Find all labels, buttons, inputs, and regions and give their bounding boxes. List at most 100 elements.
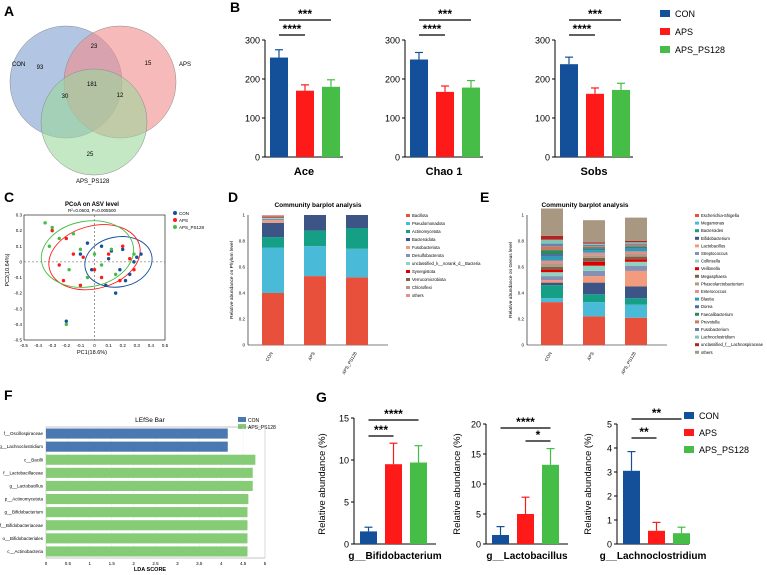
phylum-legend-swatch [406,214,410,217]
genus-segment [625,270,647,287]
genus-segment [625,254,647,257]
phylum-segment [262,217,284,219]
pcoa-point-con [121,247,125,252]
pcoa-point-con [128,272,132,277]
genus-segment [583,265,605,271]
genus-segment [625,247,647,249]
lefse-bar [46,454,256,465]
pcoa-point-con [78,252,83,256]
pcoa-point-aps [118,278,122,283]
genus-segment [583,250,605,253]
alpha-chao1-ytick-label: 300 [385,36,400,46]
pcoa-ytick-label: -0.1 [14,275,22,280]
chart-marks: 0100200300*******Ace0100200300*******Cha… [0,7,764,566]
alpha-chao1-bar [436,91,454,157]
abundance-bifido-sig-label: *** [374,423,388,437]
genus-segment [583,244,605,247]
pcoa-point-ps128 [92,252,97,256]
genus-legend-swatch [695,290,699,293]
genus-segment [583,282,605,295]
phylum-legend-label: Verrucomicrobiota [412,277,446,282]
g-ylabel-1: Relative abundance (%) [317,433,328,534]
pcoa-point-con [99,244,104,248]
phylum-legend-label: Actinomycetota [412,229,441,234]
abundance-bifido-title: g__Bifidobacterium [348,551,441,562]
genus-legend-label: Lachnoclostridium [701,335,735,340]
phylum-segment [262,237,284,248]
genus-segment [583,255,605,258]
genus-segment [625,248,647,252]
pcoa-point-aps [81,255,85,259]
alpha-ace-ytick-label: 200 [245,75,260,85]
genus-segment [625,298,647,305]
genus-segment [625,317,647,345]
genus-segment [625,265,647,271]
genus-legend-swatch [695,252,699,255]
panel-label-f: F [4,387,13,403]
pcoa-point-con [104,283,108,288]
phylum-legend-label: Bacillota [412,213,428,218]
genus-segment [625,217,647,241]
pcoa-point-ps128 [50,225,54,230]
genus-ytick-label: 0 [521,343,524,348]
genus-segment [541,282,563,286]
panel-label-d: D [228,189,238,205]
pcoa-xtick-label: -0.5 [20,343,28,348]
legend-g: CON APS APS_PS128 [684,411,749,455]
abundance-lachno-bar [623,470,640,544]
alpha-chao1-bar [462,87,480,157]
abundance-bifido-ytick-label: 15 [339,414,349,424]
genus-ytick-label: 0.6 [518,265,525,270]
genus-segment [625,242,647,244]
genus-legend-swatch [695,305,699,309]
genus-legend-label: Lactobacillus [701,243,725,248]
genus-ylabel: Relative abundance on Genus level [508,242,514,318]
panel-label-a: A [4,3,14,19]
genus-segment [625,304,647,318]
phylum-category-label: APS [307,351,316,361]
genus-segment [541,298,563,303]
pcoa-point-con [118,267,122,272]
genus-legend-swatch [695,320,699,324]
abundance-lachno-bar [648,530,665,544]
lefse-xtick-label: 0.5 [65,561,72,566]
legend-b-label-con: CON [675,9,695,19]
genus-legend-swatch [695,335,699,339]
genus-segment [541,269,563,273]
phylum-ytick-label: 0.2 [239,317,246,322]
venn-circle-ps128 [40,68,148,176]
genus-legend-label: Bifidobacterium [701,236,730,241]
genus-segment [541,285,563,299]
lefse-bar [46,494,249,505]
genus-legend-swatch [695,236,699,240]
alpha-sobs-ytick-label: 200 [535,75,550,85]
abundance-lacto-sig-label: **** [516,415,535,429]
venn-diagram: CON APS APS_PS128 93 15 25 23 30 12 181 [9,25,191,185]
abundance-lachno-sig-label: ** [652,406,662,420]
abundance-bifido-sig-label: **** [384,407,403,421]
phylum-segment [262,222,284,238]
abundance-bifido-ytick-label: 10 [339,456,349,466]
phylum-segment [304,230,326,247]
legend-g-label-ps128: APS_PS128 [699,445,749,455]
phylum-segment [346,248,368,278]
genus-category-label: APS_PS128 [620,351,637,376]
genus-legend-label: Prevotella [701,319,720,324]
genus-legend-label: Megamonas [701,221,724,226]
alpha-chao1-ytick-label: 200 [385,75,400,85]
alpha-chao1-title: Chao 1 [426,166,463,178]
alpha-ace-ytick-label: 0 [255,153,260,163]
lefse-bar-label: f__Lactobacillaceae [3,470,43,475]
panel-label-b: B [230,0,240,15]
lefse-bar-label: g__Bifidobacterium [4,510,43,515]
genus-segment [541,267,563,270]
pcoa-point-aps [57,263,61,267]
pcoa-legend-label-aps: APS [179,218,188,223]
genus-legend-swatch [695,214,699,217]
lefse-xlabel: LDA SCORE [134,567,167,573]
legend-g-swatch-con [684,412,694,419]
genus-segment [583,242,605,244]
alpha-chao1-bar [410,59,428,157]
pcoa-point-con [106,257,111,261]
pcoa-xtick-label: -0.4 [34,343,42,348]
